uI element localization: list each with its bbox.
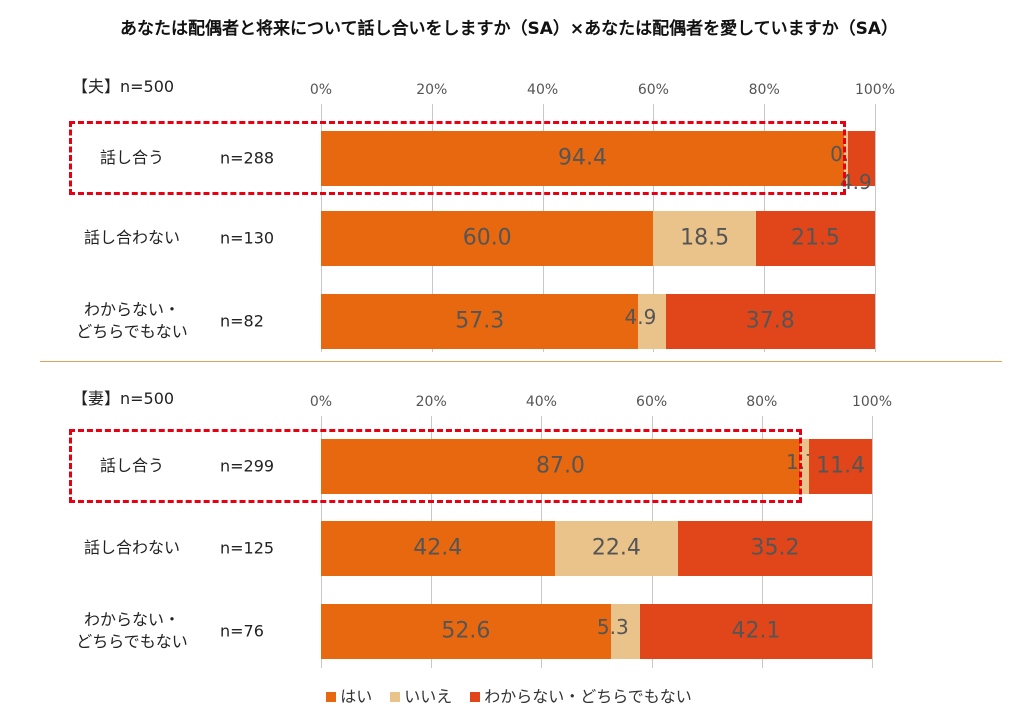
highlight-box: [69, 429, 802, 503]
legend-swatch: [390, 692, 401, 702]
x-tick-label: 0%: [309, 82, 333, 98]
x-tick-label: 100%: [854, 82, 896, 98]
bar-segment: [653, 210, 756, 266]
gridline: [872, 416, 873, 668]
legend-swatch: [470, 692, 481, 702]
x-tick-label: 100%: [851, 394, 893, 410]
bar-segment: [799, 438, 810, 494]
bar-segment: [665, 293, 875, 349]
category-label: わからない・ どちらでもない: [76, 610, 188, 651]
category-label: 話し合わない: [83, 228, 180, 247]
sample-size-label: n=299: [220, 456, 275, 476]
data-label: 57.3: [455, 308, 505, 334]
bar-segment: [847, 130, 875, 186]
legend-swatch: [326, 692, 337, 702]
data-label: 4.9: [624, 305, 657, 329]
x-tick-label: 20%: [415, 394, 447, 410]
x-tick-label: 60%: [636, 394, 668, 410]
data-label: 87.0: [535, 453, 585, 479]
chart-legend: はい いいえ わからない・どちらでもない: [0, 683, 1018, 707]
bar-segment: [640, 603, 872, 659]
sample-size-label: n=82: [220, 311, 264, 331]
data-label: 60.0: [462, 225, 512, 251]
legend-label: わからない・どちらでもない: [484, 687, 692, 706]
group-label: 【妻】n=500: [72, 389, 175, 408]
data-label: 21.5: [790, 225, 840, 251]
x-tick-label: 40%: [525, 394, 557, 410]
data-label: 22.4: [591, 535, 641, 561]
sample-size-label: n=125: [220, 538, 275, 558]
x-tick-label: 40%: [527, 82, 559, 98]
bar-segment: [554, 520, 679, 576]
group-label: 【夫】n=500: [72, 77, 175, 96]
gridline: [875, 104, 876, 352]
data-label: 18.5: [680, 225, 730, 251]
data-label: 35.2: [750, 535, 800, 561]
bar-segment: [678, 520, 872, 576]
category-label: 話し合う: [99, 148, 164, 167]
x-tick-label: 20%: [416, 82, 448, 98]
bar-segment: [321, 520, 555, 576]
legend-item: わからない・どちらでもない: [470, 683, 692, 707]
category-label: 話し合わない: [83, 538, 180, 557]
data-label: 94.4: [557, 145, 607, 171]
bar-segment: [638, 293, 666, 349]
bar-segment: [321, 603, 611, 659]
data-label: 42.4: [413, 535, 463, 561]
chart-title: あなたは配偶者と将来について話し合いをしますか（SA）×あなたは配偶者を愛してい…: [119, 19, 899, 39]
x-tick-label: 0%: [309, 394, 333, 410]
group-divider: [40, 361, 1002, 362]
bar-segment: [321, 210, 654, 266]
bar-segment: [755, 210, 875, 266]
legend-item: いいえ: [390, 683, 452, 707]
bar-segment: [610, 603, 640, 659]
legend-item: はい: [326, 683, 372, 707]
highlight-box: [69, 121, 846, 195]
category-label: 話し合う: [99, 456, 164, 475]
sample-size-label: n=288: [220, 148, 275, 168]
x-tick-label: 60%: [637, 82, 669, 98]
legend-label: いいえ: [404, 687, 453, 706]
x-tick-label: 80%: [748, 82, 780, 98]
data-label: 52.6: [441, 618, 491, 644]
legend-label: はい: [340, 687, 373, 706]
sample-size-label: n=76: [220, 621, 264, 641]
bar-segment: [809, 438, 872, 494]
data-label: 11.4: [816, 453, 866, 479]
data-label: 5.3: [596, 615, 629, 639]
bar-segment: [321, 130, 844, 186]
x-tick-label: 80%: [746, 394, 778, 410]
bar-segment: [321, 293, 639, 349]
category-label: わからない・ どちらでもない: [76, 300, 188, 341]
sample-size-label: n=130: [220, 228, 275, 248]
data-label: 37.8: [745, 308, 795, 334]
data-label: 42.1: [731, 618, 781, 644]
bar-segment: [321, 438, 800, 494]
